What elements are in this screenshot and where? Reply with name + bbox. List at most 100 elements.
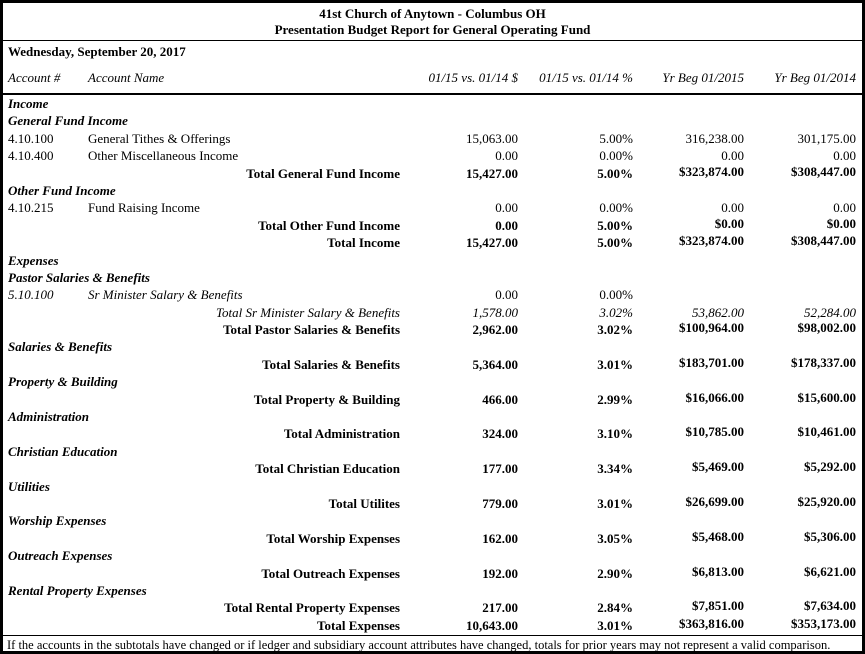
yr2015-value: $6,813.00 bbox=[692, 563, 744, 579]
yr2015-value: 316,238.00 bbox=[685, 130, 745, 146]
column-header-delta: 01/15 vs. 01/14 $ bbox=[428, 70, 518, 85]
report-title-block: 41st Church of Anytown - Columbus OH Pre… bbox=[3, 3, 862, 38]
column-header-account-number: Account # bbox=[8, 70, 61, 85]
yr2014-value: 0.00 bbox=[833, 200, 856, 216]
account-number bbox=[8, 530, 88, 547]
row-total-label: Total Sr Minister Salary & Benefits bbox=[215, 304, 400, 320]
section-label: Worship Expenses bbox=[8, 513, 107, 529]
column-header-yr2015: Yr Beg 01/2015 bbox=[662, 70, 744, 85]
section-header-row: General Fund Income bbox=[3, 112, 862, 129]
total-row: Total Expenses 10,643.00 3.01% $363,816.00 $… bbox=[3, 616, 862, 634]
account-number bbox=[8, 599, 88, 616]
yr2014-value: $308,447.00 bbox=[791, 163, 856, 179]
row-total-label: Total Worship Expenses bbox=[266, 530, 400, 546]
total-row: Total Christian Education 177.00 3.34% $5,4… bbox=[3, 459, 862, 477]
account-number bbox=[8, 304, 88, 321]
section-label: Income bbox=[8, 96, 49, 111]
column-header-row: Account # Account Name 01/15 vs. 01/14 $… bbox=[3, 63, 862, 93]
row-total-label: Total Rental Property Expenses bbox=[224, 600, 400, 616]
section-header-row: Rental Property Expenses bbox=[3, 582, 862, 599]
row-total-label: Total Income bbox=[327, 235, 400, 251]
delta-value: 0.00 bbox=[495, 200, 518, 216]
section-header-row: Administration bbox=[3, 408, 862, 425]
total-row: Total General Fund Income 15,427.00 5.00% $… bbox=[3, 163, 862, 182]
total-row: Total Other Fund Income 0.00 5.00% $0.00 $0.… bbox=[3, 216, 862, 234]
section-header-row: Worship Expenses bbox=[3, 512, 862, 529]
yr2015-value: $16,066.00 bbox=[685, 389, 745, 405]
row-total-label: Total Administration bbox=[283, 426, 400, 442]
yr2014-value: 52,284.00 bbox=[804, 304, 856, 320]
yr2015-value: 53,862.00 bbox=[692, 304, 744, 320]
percent-value: 0.00% bbox=[599, 200, 633, 216]
percent-value: 3.10% bbox=[597, 426, 633, 442]
percent-value: 3.01% bbox=[597, 617, 633, 633]
footer-note: If the accounts in the subtotals have ch… bbox=[7, 638, 831, 652]
delta-value: 15,063.00 bbox=[466, 130, 518, 146]
percent-value: 3.01% bbox=[597, 356, 633, 372]
report-date: Wednesday, September 20, 2017 bbox=[8, 44, 186, 59]
account-name: General Tithes & Offerings bbox=[88, 130, 231, 146]
yr2014-value: $5,306.00 bbox=[804, 528, 856, 544]
yr2015-value: $183,701.00 bbox=[679, 354, 744, 370]
section-label: Administration bbox=[8, 409, 89, 425]
account-number bbox=[8, 495, 88, 512]
yr2014-value: 0.00 bbox=[833, 148, 856, 164]
account-number bbox=[8, 391, 88, 408]
percent-value: 5.00% bbox=[597, 235, 633, 251]
detail-row: 4.10.215 Fund Raising Income 0.00 0.00% 0.00… bbox=[3, 199, 862, 216]
yr2014-value bbox=[744, 286, 856, 303]
percent-value: 2.84% bbox=[597, 600, 633, 616]
delta-value: 15,427.00 bbox=[466, 235, 518, 251]
section-label: Rental Property Expenses bbox=[8, 582, 147, 598]
account-number bbox=[8, 425, 88, 442]
row-total-label: Total Other Fund Income bbox=[258, 217, 400, 233]
yr2014-value: $25,920.00 bbox=[797, 493, 857, 509]
delta-value: 10,643.00 bbox=[466, 617, 518, 633]
subtotal-row: Total Sr Minister Salary & Benefits 1,578… bbox=[3, 304, 862, 321]
yr2014-value: 301,175.00 bbox=[797, 130, 857, 146]
account-number bbox=[8, 217, 88, 234]
row-total-label: Total Property & Building bbox=[253, 391, 400, 407]
section-label: Expenses bbox=[8, 252, 59, 268]
account-number bbox=[8, 321, 88, 338]
total-row: Total Property & Building 466.00 2.99% $16,… bbox=[3, 389, 862, 408]
yr2015-value: $100,964.00 bbox=[679, 320, 744, 336]
yr2014-value: $5,292.00 bbox=[804, 459, 856, 475]
section-header-row: Property & Building bbox=[3, 373, 862, 390]
total-row: Total Pastor Salaries & Benefits 2,962.00… bbox=[3, 320, 862, 338]
yr2014-value: $15,600.00 bbox=[797, 389, 857, 405]
account-number: 4.10.400 bbox=[8, 148, 54, 164]
header-divider bbox=[3, 93, 862, 95]
delta-value: 0.00 bbox=[495, 217, 518, 233]
percent-value: 3.34% bbox=[597, 461, 633, 477]
title-divider bbox=[3, 40, 862, 41]
section-label: General Fund Income bbox=[8, 113, 128, 129]
section-header-row: Utilities bbox=[3, 478, 862, 495]
row-total-label: Total Utilites bbox=[328, 495, 400, 511]
section-label: Utilities bbox=[8, 478, 50, 494]
delta-value: 466.00 bbox=[482, 391, 518, 407]
report-subtitle: Presentation Budget Report for General O… bbox=[274, 22, 591, 37]
delta-value: 1,578.00 bbox=[472, 304, 519, 320]
total-row: Total Outreach Expenses 192.00 2.90% $6,813… bbox=[3, 563, 862, 582]
percent-value: 5.00% bbox=[597, 165, 633, 181]
column-header-yr2014: Yr Beg 01/2014 bbox=[774, 70, 856, 85]
yr2015-value: $323,874.00 bbox=[679, 233, 744, 249]
yr2014-value: $7,634.00 bbox=[804, 598, 856, 614]
section-header-row: Other Fund Income bbox=[3, 182, 862, 199]
account-number bbox=[8, 356, 88, 373]
total-row: Total Rental Property Expenses 217.00 2.84… bbox=[3, 598, 862, 616]
row-total-label: Total Outreach Expenses bbox=[261, 565, 400, 581]
delta-value: 0.00 bbox=[495, 148, 518, 164]
percent-value: 2.99% bbox=[597, 391, 633, 407]
yr2014-value: $10,461.00 bbox=[797, 424, 857, 440]
yr2015-value: $5,469.00 bbox=[692, 459, 744, 475]
account-number: 5.10.100 bbox=[8, 287, 54, 303]
account-number bbox=[8, 165, 88, 182]
account-name: Other Miscellaneous Income bbox=[88, 148, 239, 164]
delta-value: 15,427.00 bbox=[466, 165, 518, 181]
yr2014-value: $308,447.00 bbox=[791, 233, 856, 249]
percent-value: 3.05% bbox=[597, 530, 633, 546]
section-header-row: Outreach Expenses bbox=[3, 547, 862, 564]
percent-value: 5.00% bbox=[597, 217, 633, 233]
